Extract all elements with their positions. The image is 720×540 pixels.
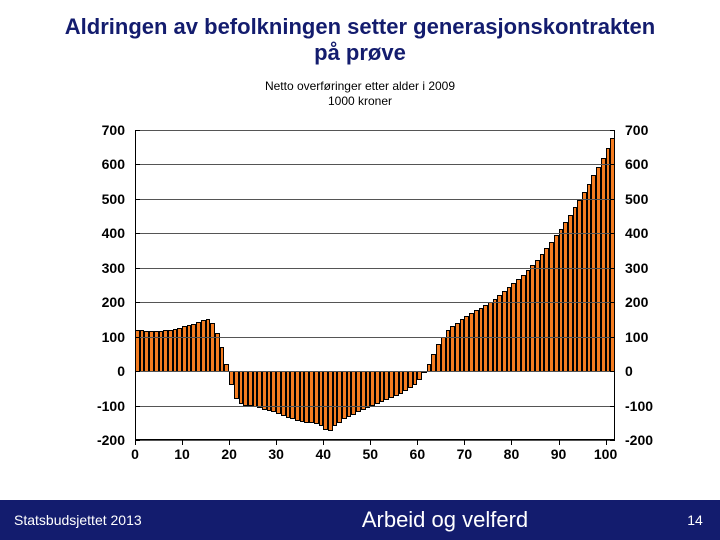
x-label: 90 — [551, 446, 567, 462]
plot-area: -200-200-100-100001001002002003003004004… — [135, 130, 615, 440]
gridline — [135, 371, 615, 372]
gridline — [135, 302, 615, 303]
x-tick — [370, 440, 371, 445]
bar-series — [135, 130, 615, 440]
x-label: 70 — [457, 446, 473, 462]
y-tick-left — [135, 164, 140, 165]
y-label-right: 200 — [625, 294, 648, 310]
footer-left-text: Statsbudsjettet 2013 — [0, 512, 210, 528]
chart-subtitle: Netto overføringer etter alder i 2009 10… — [0, 79, 720, 109]
y-label-left: 100 — [102, 329, 125, 345]
gridline — [135, 406, 615, 407]
x-tick — [229, 440, 230, 445]
y-tick-right — [610, 406, 615, 407]
gridline — [135, 337, 615, 338]
y-tick-right — [610, 337, 615, 338]
gridline — [135, 268, 615, 269]
slide-title: Aldringen av befolkningen setter generas… — [0, 0, 720, 73]
y-tick-right — [610, 440, 615, 441]
y-label-right: -200 — [625, 432, 653, 448]
x-tick — [323, 440, 324, 445]
y-label-right: 400 — [625, 225, 648, 241]
y-tick-left — [135, 406, 140, 407]
y-tick-left — [135, 199, 140, 200]
y-label-right: 700 — [625, 122, 648, 138]
x-tick — [417, 440, 418, 445]
bar — [224, 364, 229, 371]
y-label-right: 500 — [625, 191, 648, 207]
y-label-left: 400 — [102, 225, 125, 241]
footer-center-text: Arbeid og velferd — [210, 507, 680, 533]
x-label: 30 — [268, 446, 284, 462]
y-label-left: 600 — [102, 156, 125, 172]
y-label-right: 600 — [625, 156, 648, 172]
y-tick-right — [610, 302, 615, 303]
y-label-right: 0 — [625, 363, 633, 379]
y-label-left: 200 — [102, 294, 125, 310]
y-label-right: 100 — [625, 329, 648, 345]
x-tick — [135, 440, 136, 445]
x-tick — [276, 440, 277, 445]
y-tick-left — [135, 233, 140, 234]
x-tick — [182, 440, 183, 445]
footer-bar: Statsbudsjettet 2013 Arbeid og velferd 1… — [0, 500, 720, 540]
gridline — [135, 440, 615, 441]
y-label-left: 700 — [102, 122, 125, 138]
y-label-right: -100 — [625, 398, 653, 414]
y-tick-left — [135, 268, 140, 269]
y-tick-left — [135, 130, 140, 131]
x-label: 60 — [410, 446, 426, 462]
y-tick-left — [135, 371, 140, 372]
y-tick-right — [610, 371, 615, 372]
y-label-left: 500 — [102, 191, 125, 207]
x-label: 80 — [504, 446, 520, 462]
subtitle-line1: Netto overføringer etter alder i 2009 — [265, 79, 455, 93]
gridline — [135, 233, 615, 234]
gridline — [135, 130, 615, 131]
x-tick — [464, 440, 465, 445]
y-label-left: 300 — [102, 260, 125, 276]
x-label: 20 — [221, 446, 237, 462]
y-label-left: -100 — [97, 398, 125, 414]
y-tick-left — [135, 302, 140, 303]
gridline — [135, 164, 615, 165]
gridline — [135, 199, 615, 200]
x-tick — [511, 440, 512, 445]
x-label: 0 — [131, 446, 139, 462]
y-tick-right — [610, 164, 615, 165]
page-number: 14 — [680, 512, 720, 528]
x-tick — [606, 440, 607, 445]
y-tick-right — [610, 130, 615, 131]
y-label-left: -200 — [97, 432, 125, 448]
y-label-right: 300 — [625, 260, 648, 276]
y-tick-right — [610, 233, 615, 234]
x-label: 40 — [315, 446, 331, 462]
y-tick-left — [135, 337, 140, 338]
y-label-left: 0 — [117, 363, 125, 379]
x-label: 10 — [174, 446, 190, 462]
y-tick-right — [610, 199, 615, 200]
y-tick-right — [610, 268, 615, 269]
x-label: 100 — [594, 446, 617, 462]
x-label: 50 — [362, 446, 378, 462]
x-tick — [559, 440, 560, 445]
subtitle-line2: 1000 kroner — [328, 94, 392, 108]
chart: -200-200-100-100001001002002003003004004… — [95, 130, 655, 468]
